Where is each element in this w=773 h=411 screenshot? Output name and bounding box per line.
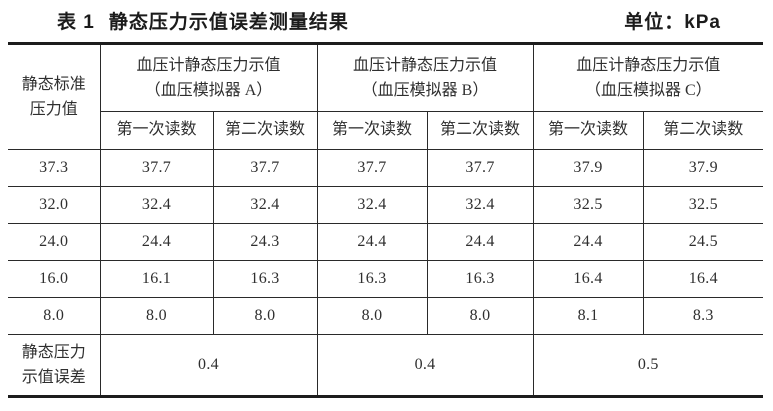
group-b-title: 血压计静态压力示值 [353, 57, 498, 74]
table-row: 37.3 37.7 37.7 37.7 37.7 37.9 37.9 [8, 149, 764, 187]
reading-cell: 24.5 [642, 223, 764, 261]
group-a-title: 血压计静态压力示值 [136, 57, 281, 74]
stub-header-cell: 静态标准 压力值 [8, 43, 101, 150]
reading-cell: 37.7 [212, 149, 318, 187]
group-header-row: 静态标准 压力值 血压计静态压力示值 （血压模拟器 A） 血压计静态压力示值 （… [8, 43, 764, 150]
reading-cell: 32.4 [212, 186, 318, 224]
reading-cell: 8.0 [316, 297, 428, 335]
reading-cell: 37.7 [316, 149, 428, 187]
table-row: 24.0 24.4 24.3 24.4 24.4 24.4 24.5 [8, 223, 764, 261]
reading-cell: 37.7 [99, 149, 214, 187]
reading-cell: 37.9 [532, 149, 644, 187]
reading-cell: 16.3 [426, 260, 534, 298]
table-number-label: 表 1 [57, 12, 95, 33]
group-c-title: 血压计静态压力示值 [576, 57, 721, 74]
reading-cell: 32.4 [316, 186, 428, 224]
table-row: 32.0 32.4 32.4 32.4 32.4 32.5 32.5 [8, 186, 764, 224]
reading-cell: 24.3 [212, 223, 318, 261]
reading-cell: 16.4 [532, 260, 644, 298]
error-value-simulator-b: 0.4 [316, 334, 534, 397]
column-header-reading: 第一次读数 [532, 111, 644, 150]
reading-cell: 16.1 [99, 260, 214, 298]
table-row: 8.0 8.0 8.0 8.0 8.0 8.1 8.3 [8, 297, 764, 335]
error-label-line1: 静态压力 [21, 344, 86, 361]
reading-cell: 32.5 [642, 186, 764, 224]
reading-cell: 8.0 [426, 297, 534, 335]
error-value-simulator-c: 0.5 [532, 334, 764, 397]
reading-cell: 8.1 [532, 297, 644, 335]
reading-cell: 16.3 [316, 260, 428, 298]
group-header-simulator-a: 血压计静态压力示值 （血压模拟器 A） [99, 43, 318, 112]
reading-cell: 8.0 [99, 297, 214, 335]
table-title: 静态压力示值误差测量结果 [108, 12, 349, 33]
stub-header-line2: 压力值 [29, 101, 78, 118]
column-header-reading: 第二次读数 [212, 111, 318, 150]
error-summary-row: 静态压力 示值误差 0.4 0.4 0.5 [8, 334, 764, 397]
reading-cell: 8.0 [212, 297, 318, 335]
reading-cell: 16.4 [642, 260, 764, 298]
reading-cell: 32.4 [99, 186, 214, 224]
group-a-subtitle: （血压模拟器 A） [144, 82, 273, 99]
column-header-reading: 第一次读数 [316, 111, 428, 150]
reading-cell: 24.4 [532, 223, 644, 261]
measurement-table: 静态标准 压力值 血压计静态压力示值 （血压模拟器 A） 血压计静态压力示值 （… [8, 42, 764, 398]
reading-cell: 32.4 [426, 186, 534, 224]
standard-pressure-cell: 32.0 [8, 186, 101, 224]
error-value-simulator-a: 0.4 [99, 334, 318, 397]
reading-cell: 32.5 [532, 186, 644, 224]
table-caption: 表 1 静态压力示值误差测量结果 [57, 7, 349, 34]
reading-cell: 24.4 [426, 223, 534, 261]
reading-cell: 24.4 [316, 223, 428, 261]
reading-cell: 37.7 [426, 149, 534, 187]
reading-header-row: 第一次读数 第二次读数 第一次读数 第二次读数 第一次读数 第二次读数 [8, 111, 764, 150]
error-row-label: 静态压力 示值误差 [8, 334, 101, 397]
error-label-line2: 示值误差 [21, 369, 86, 386]
group-header-simulator-b: 血压计静态压力示值 （血压模拟器 B） [316, 43, 534, 112]
column-header-reading: 第二次读数 [426, 111, 534, 150]
standard-pressure-cell: 24.0 [8, 223, 101, 261]
table-caption-bar: 表 1 静态压力示值误差测量结果 单位：kPa [0, 0, 773, 34]
table-row: 16.0 16.1 16.3 16.3 16.3 16.4 16.4 [8, 260, 764, 298]
standard-pressure-cell: 8.0 [8, 297, 101, 335]
standard-pressure-cell: 16.0 [8, 260, 101, 298]
column-header-reading: 第二次读数 [642, 111, 764, 150]
reading-cell: 16.3 [212, 260, 318, 298]
stub-header-line1: 静态标准 [21, 76, 86, 93]
standard-pressure-cell: 37.3 [8, 149, 101, 187]
reading-cell: 37.9 [642, 149, 764, 187]
unit-label: 单位：kPa [624, 12, 721, 33]
group-header-simulator-c: 血压计静态压力示值 （血压模拟器 C） [532, 43, 764, 112]
column-header-reading: 第一次读数 [100, 111, 214, 150]
reading-cell: 24.4 [99, 223, 214, 261]
group-c-subtitle: （血压模拟器 C） [584, 82, 712, 99]
group-b-subtitle: （血压模拟器 B） [361, 82, 489, 99]
reading-cell: 8.3 [642, 297, 764, 335]
